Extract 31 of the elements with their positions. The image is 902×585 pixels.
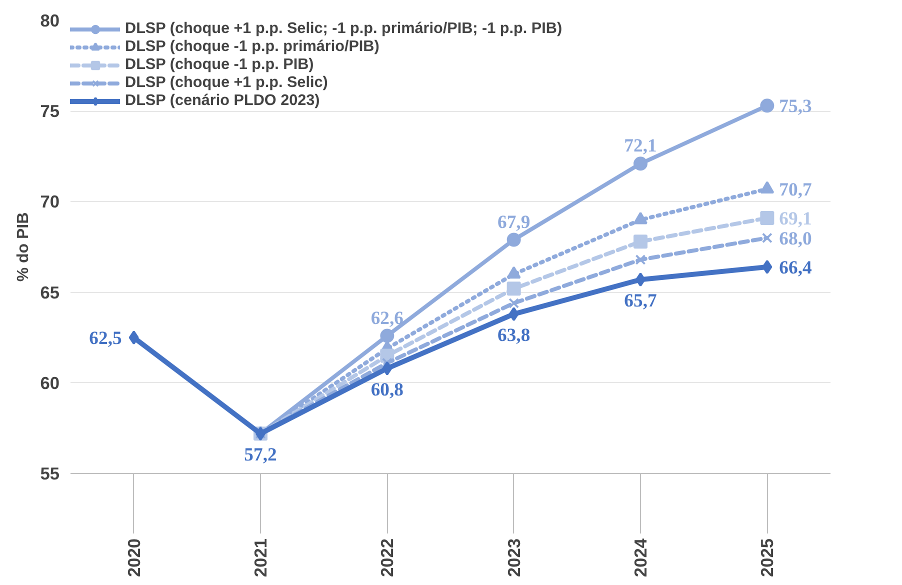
y-tick-label: 80 — [40, 10, 60, 30]
legend-label: DLSP (choque -1 p.p. PIB) — [125, 56, 314, 74]
y-tick-label: 60 — [40, 372, 60, 393]
data-label: 68,0 — [779, 228, 812, 250]
data-label: 65,7 — [624, 290, 657, 312]
data-label: 70,7 — [779, 180, 812, 201]
data-label: 66,4 — [779, 257, 812, 278]
legend-label: DLSP (cenário PLDO 2023) — [125, 92, 320, 110]
data-label: 60,8 — [370, 379, 404, 400]
y-tick-label: 55 — [40, 464, 60, 484]
data-label: 69,1 — [779, 208, 812, 230]
x-tick-label: 2022 — [377, 538, 398, 578]
x-tick-label: 2020 — [124, 538, 144, 578]
y-axis-title: % do PIB — [15, 212, 32, 282]
x-tick-label: 2023 — [504, 538, 524, 578]
data-label: 57,2 — [244, 444, 277, 466]
data-label: 72,1 — [624, 136, 657, 157]
data-label: 67,9 — [498, 212, 530, 233]
x-tick-label: 2025 — [757, 538, 778, 578]
y-tick-label: 65 — [40, 282, 60, 302]
data-label: 75,3 — [779, 96, 812, 118]
data-label: 63,8 — [498, 325, 530, 346]
legend-label: DLSP (choque +1 p.p. Selic; -1 p.p. primário/PIB; -1 p.p. PIB) — [125, 20, 562, 38]
data-label: 62,6 — [370, 308, 404, 329]
x-tick-label: 2021 — [250, 538, 270, 578]
data-label: 62,5 — [89, 328, 122, 350]
y-tick-label: 75 — [40, 101, 60, 122]
legend-label: DLSP (choque +1 p.p. Selic) — [125, 74, 328, 92]
x-tick-label: 2024 — [630, 538, 650, 578]
y-tick-label: 70 — [40, 192, 60, 212]
legend-label: DLSP (choque -1 p.p. primário/PIB) — [125, 38, 380, 56]
